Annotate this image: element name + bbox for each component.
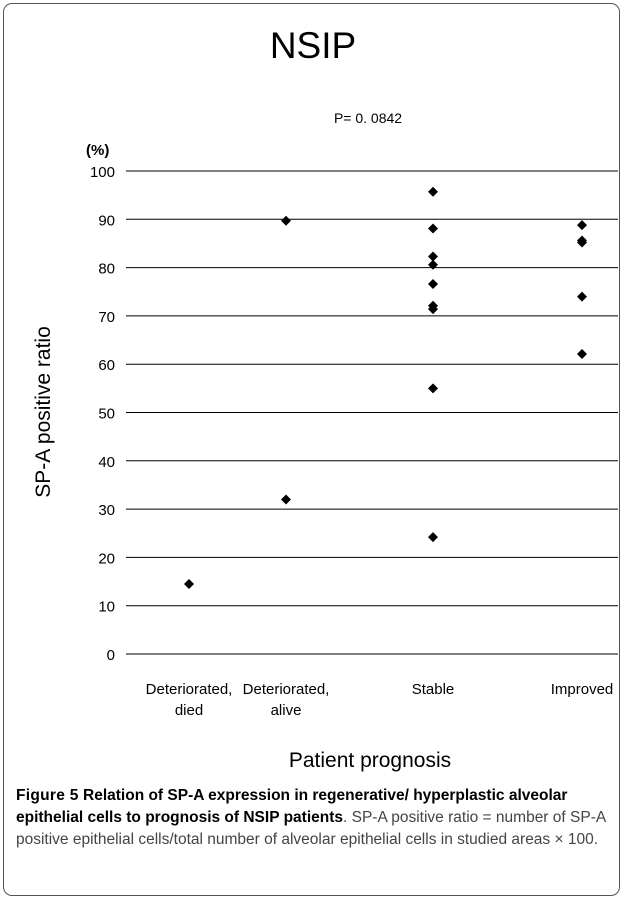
data-point bbox=[428, 186, 438, 197]
data-point bbox=[428, 532, 438, 543]
data-points bbox=[184, 186, 587, 589]
y-tick-label: 0 bbox=[107, 647, 115, 664]
chart-title: NSIP bbox=[270, 25, 356, 66]
data-point bbox=[281, 494, 291, 505]
y-tick-label: 40 bbox=[98, 454, 115, 471]
x-tick-label: Improved bbox=[551, 681, 614, 698]
data-point bbox=[577, 349, 587, 360]
data-point bbox=[428, 304, 438, 315]
data-point bbox=[428, 279, 438, 290]
x-tick-label: Deteriorated, alive bbox=[243, 681, 330, 719]
x-tick-label: Deteriorated, died bbox=[146, 681, 233, 719]
y-tick-labels: 0 10 20 30 40 50 60 70 80 90 100 bbox=[90, 164, 115, 664]
y-axis-label: SP-A positive ratio bbox=[32, 326, 55, 498]
p-value-annotation: P= 0. 0842 bbox=[334, 110, 402, 126]
data-point bbox=[428, 259, 438, 270]
data-point bbox=[184, 578, 194, 589]
data-point bbox=[281, 215, 291, 226]
y-tick-label: 100 bbox=[90, 164, 115, 181]
figure-caption: Figure 5 Relation of SP-A expression in … bbox=[16, 785, 616, 851]
x-tick-labels: Deteriorated, died Deteriorated, alive Stabl… bbox=[146, 681, 614, 719]
y-axis-unit: (%) bbox=[86, 142, 109, 159]
data-point bbox=[577, 220, 587, 231]
y-tick-label: 90 bbox=[98, 212, 115, 229]
gridlines bbox=[126, 170, 618, 655]
x-axis-label: Patient prognosis bbox=[289, 749, 451, 772]
data-point bbox=[428, 223, 438, 234]
x-tick-label: Stable bbox=[412, 681, 455, 698]
figure-frame bbox=[3, 3, 620, 896]
y-tick-label: 60 bbox=[98, 357, 115, 374]
y-tick-label: 80 bbox=[98, 261, 115, 278]
data-point bbox=[577, 237, 587, 248]
caption-label: Figure 5 bbox=[16, 787, 79, 804]
data-point bbox=[428, 383, 438, 394]
y-tick-label: 70 bbox=[98, 309, 115, 326]
y-tick-label: 30 bbox=[98, 502, 115, 519]
y-tick-label: 50 bbox=[98, 406, 115, 423]
caption-title: Relation of SP-A expression in regenerat… bbox=[16, 787, 568, 826]
caption-body: . SP-A positive ratio = number of SP-A p… bbox=[16, 809, 606, 848]
y-tick-label: 10 bbox=[98, 599, 115, 616]
y-tick-label: 20 bbox=[98, 550, 115, 567]
data-point bbox=[428, 251, 438, 262]
data-point bbox=[577, 291, 587, 302]
